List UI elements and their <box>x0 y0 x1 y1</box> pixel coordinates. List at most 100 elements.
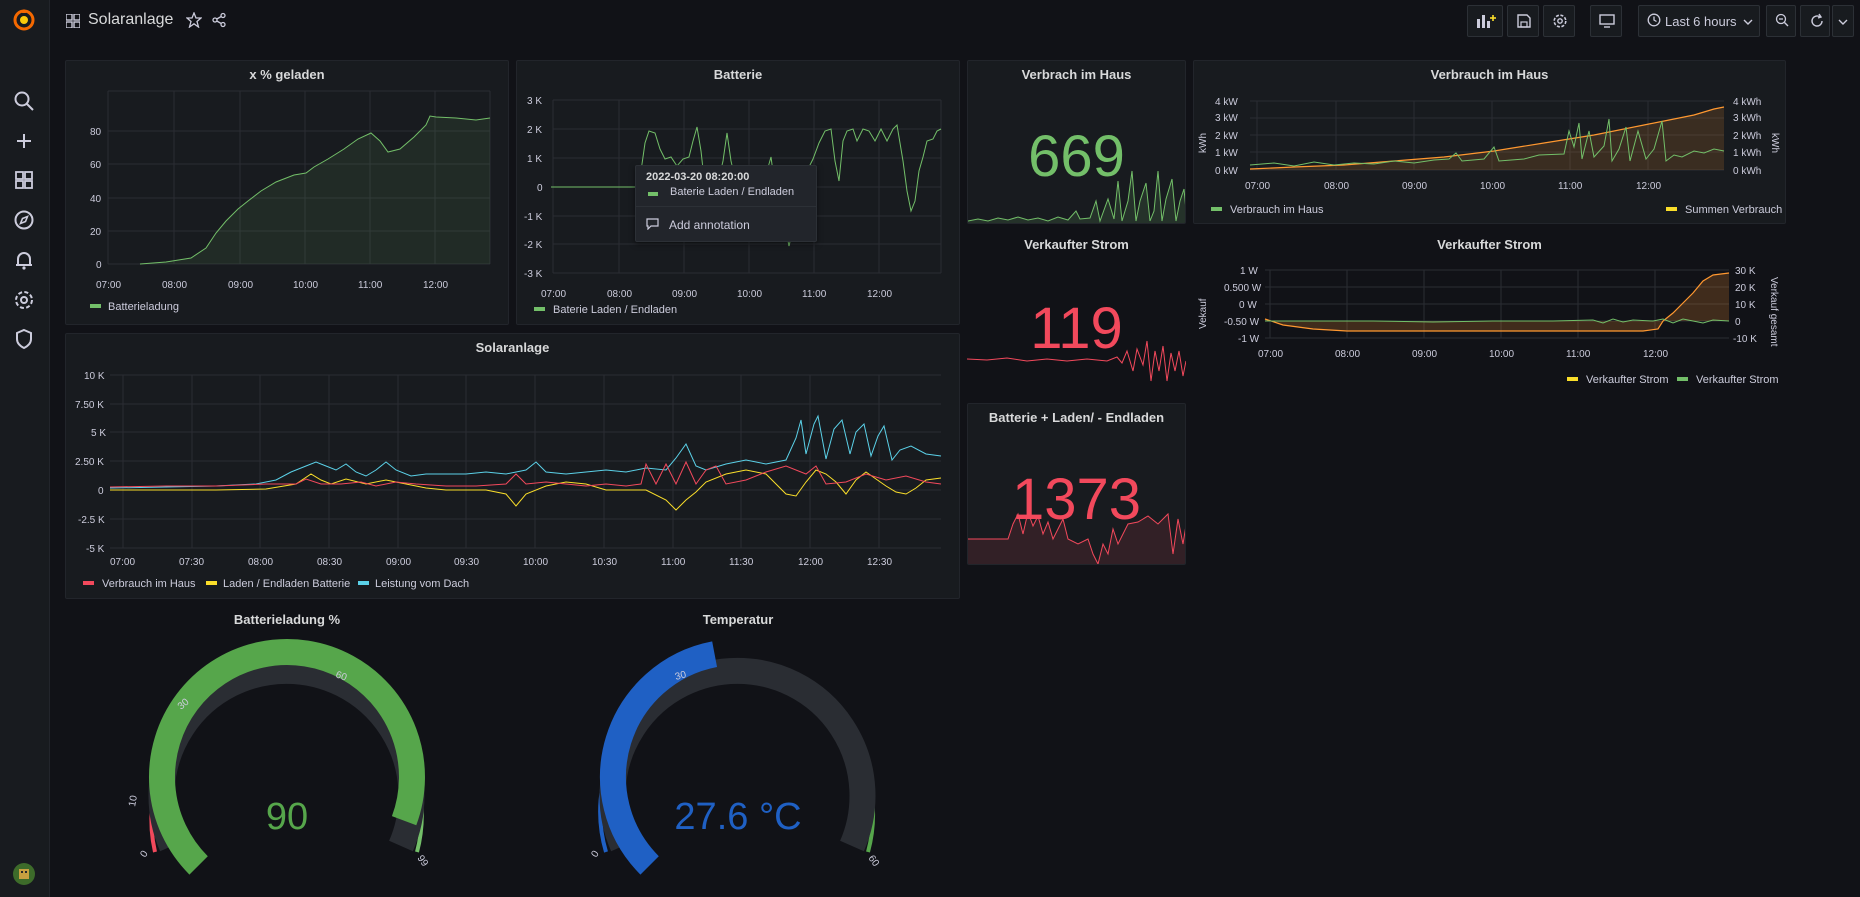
x-tick: 07:00 <box>110 557 135 568</box>
gridlines <box>107 90 491 265</box>
y-tick: 0 <box>1735 317 1741 328</box>
y-tick: 1 kW <box>1215 148 1238 159</box>
top-bar: Solaranlage Last 6 hours <box>50 0 1860 42</box>
legend-item[interactable]: Summen Verbrauch <box>1685 204 1782 216</box>
explore-icon[interactable] <box>12 208 36 232</box>
y-tick: 40 <box>90 194 102 205</box>
x-tick: 12:00 <box>867 289 892 300</box>
panel-verbrach-stat[interactable]: Verbrach im Haus 669 <box>967 60 1186 224</box>
plus-icon[interactable] <box>12 129 36 153</box>
y-axis: 10 K 7.50 K 5 K 2.50 K 0 -2.5 K -5 K <box>75 371 106 555</box>
gridlines <box>1250 100 1724 171</box>
series-verkauft-gesamt-line <box>1264 272 1730 332</box>
shield-icon[interactable] <box>12 327 36 351</box>
dashboard-settings-button[interactable] <box>1543 5 1575 37</box>
tooltip-time: 2022-03-20 08:20:00 <box>646 171 750 183</box>
legend-item[interactable]: Baterie Laden / Endladen <box>553 304 677 316</box>
time-picker-button[interactable]: Last 6 hours <box>1638 5 1760 37</box>
page-title[interactable]: Solaranlage <box>88 11 174 28</box>
legend-swatch <box>534 307 545 311</box>
gear-icon <box>1553 14 1567 28</box>
x-tick: 12:30 <box>867 557 892 568</box>
refresh-interval-picker[interactable] <box>1832 5 1854 37</box>
star-icon[interactable] <box>186 12 202 28</box>
dashboard-grid-icon <box>66 14 80 28</box>
legend-item[interactable]: Batterieladung <box>108 301 179 313</box>
alerting-icon[interactable] <box>12 248 36 272</box>
grafana-logo-icon[interactable] <box>12 8 36 32</box>
configuration-icon[interactable] <box>12 288 36 312</box>
y-tick: -5 K <box>86 544 105 555</box>
add-panel-button[interactable] <box>1467 5 1503 37</box>
y-axis-batterie: 3 K 2 K 1 K 0 -1 K -2 K -3 K <box>524 96 543 280</box>
monitor-icon <box>1599 14 1615 28</box>
sparkline-laden <box>968 510 1185 564</box>
y-tick: -1 W <box>1238 334 1260 345</box>
panel-title: Solaranlage <box>475 340 550 355</box>
x-tick: 10:30 <box>592 557 617 568</box>
y-tick: 3 K <box>527 96 542 107</box>
x-tick: 12:00 <box>423 280 448 291</box>
panel-laden-stat[interactable]: Batterie + Laden/ - Endladen 1373 <box>967 403 1186 565</box>
legend-item[interactable]: Verkaufter Strom <box>1696 374 1779 386</box>
y-tick: 3 kW <box>1215 113 1238 124</box>
panel-verbrauch-chart[interactable]: Verbrauch im Haus kWh kWh 4 kW 3 kW 2 kW… <box>1193 60 1786 224</box>
refresh-button[interactable] <box>1800 5 1830 37</box>
gauge-tick-10: 10 <box>127 794 140 807</box>
panel-title: Batterie + Laden/ - Endladen <box>988 410 1165 425</box>
refresh-icon <box>1811 13 1823 27</box>
y-tick: 2 K <box>527 125 542 136</box>
x-tick: 12:00 <box>1636 181 1661 192</box>
cycle-view-mode-button[interactable] <box>1590 5 1622 37</box>
panel-verkauft-stat[interactable]: Verkaufter Strom 119 <box>967 231 1186 395</box>
sparkline-verkauft <box>967 340 1186 382</box>
panel-gauge-batterieladung[interactable]: Batterieladung % 0 10 30 60 99 90 <box>65 606 509 896</box>
search-icon[interactable] <box>12 89 36 113</box>
x-tick: 10:00 <box>523 557 548 568</box>
panel-solaranlage[interactable]: Solaranlage 10 K 7.50 K 5 K 2.50 K 0 -2.… <box>65 333 960 599</box>
panel-title: Batterieladung % <box>233 612 341 627</box>
gauge-tick-60: 60 <box>866 853 882 869</box>
y-axis-label-left: Vekauf <box>1198 298 1209 329</box>
stat-value: 669 <box>1028 124 1125 189</box>
legend-item[interactable]: Verkaufter Strom <box>1586 374 1669 386</box>
y-axis-label-right: kWh <box>1769 133 1780 153</box>
x-tick: 09:00 <box>1412 349 1437 360</box>
stat-value: 1373 <box>1011 467 1142 532</box>
add-annotation-button[interactable]: Add annotation <box>669 218 750 232</box>
share-icon[interactable] <box>211 12 227 28</box>
panel-geladen[interactable]: x % geladen 80 60 40 20 0 07:00 08:00 09… <box>65 60 509 325</box>
x-tick: 10:00 <box>1489 349 1514 360</box>
panel-title: Temperatur <box>702 612 774 627</box>
zoom-out-icon <box>1775 13 1789 27</box>
gauge-tick-99: 99 <box>415 853 431 869</box>
legend-item[interactable]: Leistung vom Dach <box>375 578 469 590</box>
y-tick: 2 kWh <box>1733 131 1761 142</box>
y-tick: 2.50 K <box>75 457 104 468</box>
y-tick: 30 K <box>1735 266 1756 277</box>
legend-item[interactable]: Verbrauch im Haus <box>102 578 196 590</box>
panel-title: Verbrauch im Haus <box>1430 67 1549 82</box>
save-dashboard-button[interactable] <box>1507 5 1539 37</box>
y-tick: -1 K <box>524 212 543 223</box>
gauge-temperatur: 0 30 60 <box>589 641 882 875</box>
y-axis-left: 4 kW 3 kW 2 kW 1 kW 0 kW <box>1215 97 1238 177</box>
user-avatar-icon[interactable] <box>12 862 36 886</box>
gauge-value-arc <box>149 639 425 875</box>
y-tick: 7.50 K <box>75 400 104 411</box>
gauge-tick-0: 0 <box>138 848 150 859</box>
x-tick: 11:30 <box>729 557 754 568</box>
legend-item[interactable]: Laden / Endladen Batterie <box>223 578 350 590</box>
legend-item[interactable]: Verbrauch im Haus <box>1230 204 1324 216</box>
panel-gauge-temperatur[interactable]: Temperatur 0 30 60 27.6 °C <box>516 606 960 896</box>
y-tick: 4 kWh <box>1733 97 1761 108</box>
y-tick: 1 kWh <box>1733 148 1761 159</box>
panel-verkauft-chart[interactable]: Verkaufter Strom Vekauf Verkauf gesamt 1… <box>1193 231 1786 395</box>
y-tick: 5 K <box>91 428 106 439</box>
dashboards-icon[interactable] <box>12 168 36 192</box>
y-tick: 0 kW <box>1215 166 1238 177</box>
y-tick: 0 W <box>1239 300 1257 311</box>
panel-title: Verbrach im Haus <box>1021 67 1132 82</box>
zoom-out-button[interactable] <box>1766 5 1796 37</box>
y-tick: 0 kWh <box>1733 166 1761 177</box>
